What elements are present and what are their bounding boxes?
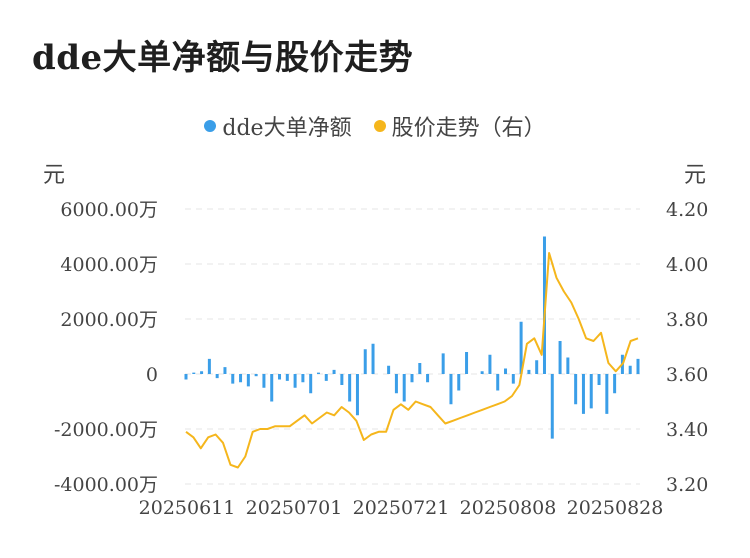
bar-dde xyxy=(200,371,204,374)
bar-dde xyxy=(527,369,531,374)
bar-dde xyxy=(605,374,609,414)
bar-dde xyxy=(581,374,585,414)
bar-dde xyxy=(496,374,500,391)
left-tick-label: 6000.00万 xyxy=(60,199,158,221)
bar-dde xyxy=(355,374,359,416)
bar-dde xyxy=(324,374,328,381)
right-tick-label: 4.20 xyxy=(666,199,708,221)
bar-dde xyxy=(184,374,188,380)
bar-dde xyxy=(519,321,523,374)
bar-dde xyxy=(574,374,578,405)
right-tick-label: 3.60 xyxy=(666,364,708,386)
bar-dde xyxy=(597,374,601,385)
bar-dde xyxy=(628,365,632,374)
bar-dde xyxy=(511,374,515,384)
bar-dde xyxy=(441,353,445,374)
bar-dde xyxy=(301,374,305,383)
bar-dde xyxy=(246,374,250,387)
right-tick-label: 3.40 xyxy=(666,419,708,441)
bar-dde xyxy=(558,341,562,374)
bar-dde xyxy=(363,349,367,374)
chart-title: dde大单净额与股价走势 xyxy=(32,38,414,78)
legend-swatch-dde xyxy=(204,120,217,132)
line-price xyxy=(185,252,639,469)
bar-dde xyxy=(613,374,617,394)
bar-dde xyxy=(371,343,375,374)
legend-swatch-price xyxy=(373,120,386,132)
bar-dde xyxy=(387,365,391,374)
bar-dde xyxy=(316,372,320,374)
bar-dde xyxy=(332,369,336,374)
bar-dde xyxy=(535,360,539,374)
bar-dde xyxy=(231,374,235,384)
bar-dde xyxy=(285,374,289,381)
legend-item-dde[interactable]: dde大单净额 xyxy=(204,110,352,142)
left-axis-unit: 元 xyxy=(43,163,66,188)
bar-dde xyxy=(270,374,274,402)
bar-dde xyxy=(394,374,398,394)
bar-dde xyxy=(278,374,282,380)
bar-dde xyxy=(340,374,344,385)
bar-dde xyxy=(550,374,554,439)
bar-dde xyxy=(402,374,406,402)
x-tick-label: 20250701 xyxy=(246,497,343,519)
left-tick-label: 0 xyxy=(146,364,158,386)
bar-dde xyxy=(223,367,227,374)
bar-dde xyxy=(636,358,640,374)
right-tick-label: 3.80 xyxy=(666,309,708,331)
bar-dde xyxy=(488,354,492,374)
legend-item-price[interactable]: 股价走势（右） xyxy=(373,110,546,142)
bar-dde xyxy=(309,374,313,394)
bar-dde xyxy=(239,374,243,383)
bar-dde xyxy=(480,371,484,374)
left-tick-label: -4000.00万 xyxy=(54,474,158,496)
bar-dde xyxy=(207,358,211,374)
bar-dde xyxy=(348,374,352,402)
bar-dde xyxy=(457,374,461,391)
left-tick-label: -2000.00万 xyxy=(54,419,158,441)
bar-dde xyxy=(566,357,570,374)
bar-dde xyxy=(449,374,453,405)
right-tick-label: 4.00 xyxy=(666,254,708,276)
left-tick-label: 4000.00万 xyxy=(60,254,158,276)
bar-dde xyxy=(254,374,258,377)
x-tick-label: 20250808 xyxy=(460,497,557,519)
bar-dde xyxy=(215,374,219,379)
bar-dde xyxy=(293,374,297,388)
legend-label-price: 股价走势（右） xyxy=(391,116,546,141)
x-tick-label: 20250611 xyxy=(139,497,236,519)
x-tick-label: 20250721 xyxy=(353,497,450,519)
legend-label-dde: dde大单净额 xyxy=(222,116,352,141)
bar-dde xyxy=(426,374,430,383)
bar-dde xyxy=(504,368,508,374)
x-tick-label: 20250828 xyxy=(567,497,664,519)
right-tick-label: 3.20 xyxy=(666,474,708,496)
bar-dde xyxy=(410,374,414,383)
legend: dde大单净额 股价走势（右） xyxy=(0,110,750,142)
left-tick-label: 2000.00万 xyxy=(60,309,158,331)
bar-dde xyxy=(418,363,422,374)
bar-dde xyxy=(589,374,593,409)
bar-dde xyxy=(465,352,469,374)
right-axis-unit: 元 xyxy=(684,163,707,188)
bar-dde xyxy=(192,372,196,374)
bar-dde xyxy=(262,374,266,388)
